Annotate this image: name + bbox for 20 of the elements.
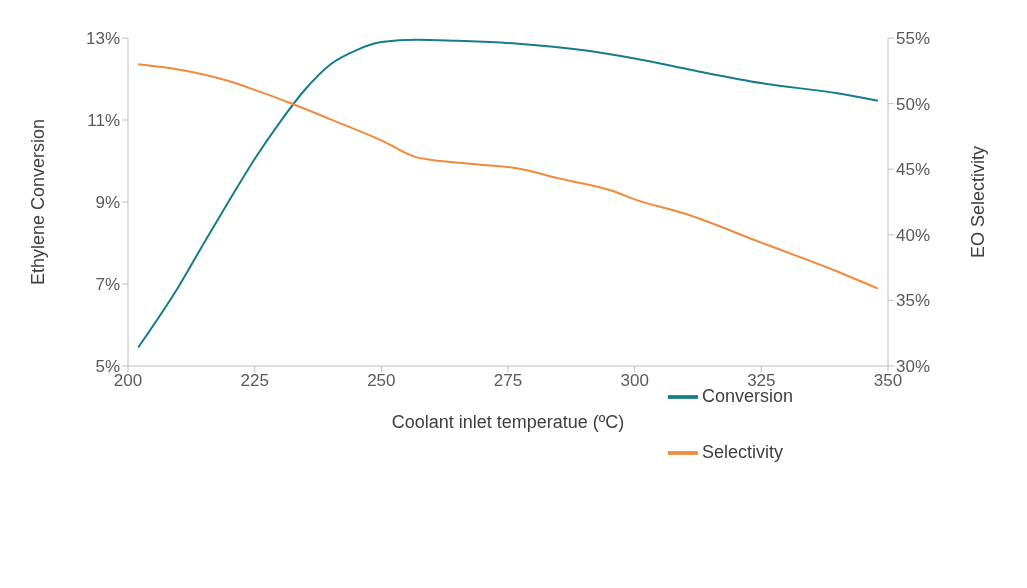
y2-tick-label: 50%: [896, 94, 931, 114]
y2-tick-label: 45%: [896, 160, 931, 180]
y2-tick-label: 55%: [896, 29, 931, 49]
y2-tick-label: 40%: [896, 225, 931, 245]
y-axis-title: Ethylene Conversion: [28, 118, 49, 286]
legend-label: Conversion: [702, 386, 794, 406]
x-tick-label: 300: [620, 371, 649, 391]
y-tick-label: 13%: [85, 29, 120, 49]
x-tick-label: 275: [493, 371, 523, 391]
line-series: [137, 38, 879, 349]
y2-axis-title: EO Selectivity: [968, 145, 989, 259]
x-tick-label: 225: [240, 371, 269, 391]
line-series: [137, 63, 879, 290]
y2-tick-label: 35%: [896, 291, 931, 311]
x-axis-title: Coolant inlet temperatue (ºC): [391, 412, 625, 432]
legend-label: Selectivity: [702, 442, 784, 462]
y-tick-label: 11%: [87, 111, 120, 131]
y-tick-label: 9%: [95, 193, 120, 213]
y-tick-label: 7%: [95, 275, 120, 295]
x-tick-label: 250: [367, 371, 396, 391]
